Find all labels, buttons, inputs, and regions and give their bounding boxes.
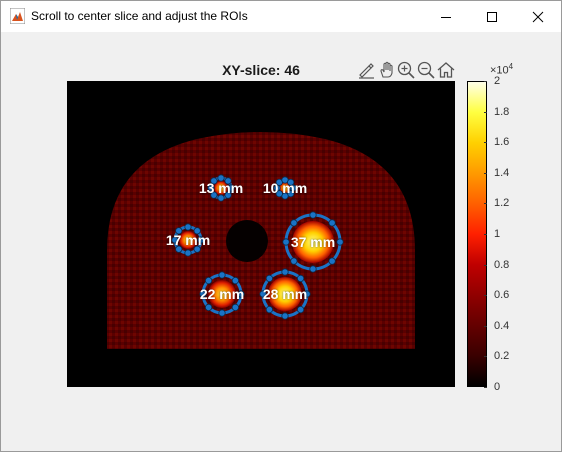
roi-resize-handle[interactable] xyxy=(281,312,289,320)
roi-label: 28 mm xyxy=(262,286,308,302)
colorbar-tick-label: 0.6 xyxy=(494,289,510,302)
roi-resize-handle[interactable] xyxy=(328,219,336,227)
colorbar-tick-label: 2 xyxy=(494,75,501,87)
roi-resize-handle[interactable] xyxy=(231,303,239,311)
roi-resize-handle[interactable] xyxy=(237,290,245,298)
roi-resize-handle[interactable] xyxy=(205,303,213,311)
hot-sphere xyxy=(292,221,334,263)
axes-title: XY-slice: 46 xyxy=(222,62,300,78)
colorbar-tick-mark xyxy=(484,387,487,388)
title-bar[interactable]: Scroll to center slice and adjust the RO… xyxy=(1,1,561,32)
roi-resize-handle[interactable] xyxy=(184,223,192,231)
roi-label: 13 mm xyxy=(198,180,244,196)
colorbar-tick-mark xyxy=(484,295,487,296)
roi-label: 10 mm xyxy=(262,180,308,196)
colorbar-tick-label: 1.6 xyxy=(494,136,510,149)
hot-sphere xyxy=(179,231,197,249)
roi-label: 17 mm xyxy=(165,232,211,248)
roi-resize-handle[interactable] xyxy=(193,227,201,235)
roi-resize-handle[interactable] xyxy=(281,268,289,276)
roi-resize-handle[interactable] xyxy=(224,191,232,199)
colorbar-exponent-power: 4 xyxy=(508,62,514,71)
colorbar-tick-label: 0.4 xyxy=(494,319,510,332)
roi-resize-handle[interactable] xyxy=(309,265,317,273)
roi-resize-handle[interactable] xyxy=(175,227,183,235)
roi-resize-handle[interactable] xyxy=(282,238,290,246)
hot-sphere xyxy=(279,182,291,194)
matlab-icon xyxy=(10,8,25,24)
roi-resize-handle[interactable] xyxy=(171,236,179,244)
roi-resize-handle[interactable] xyxy=(224,177,232,185)
roi-resize-handle[interactable] xyxy=(259,290,267,298)
colorbar-exponent: ×104 xyxy=(490,62,513,77)
colorbar-tick-label: 0.2 xyxy=(494,350,510,363)
colorbar-tick-mark xyxy=(484,173,487,174)
pan-hand-icon[interactable] xyxy=(377,60,397,80)
pet-image-slice[interactable] xyxy=(67,81,455,387)
maximize-button[interactable] xyxy=(469,1,515,32)
zoom-out-icon[interactable] xyxy=(416,60,436,80)
roi-resize-handle[interactable] xyxy=(231,277,239,285)
colorbar-tick-mark xyxy=(484,112,487,113)
roi-resize-handle[interactable] xyxy=(290,257,298,265)
colorbar-tick-label: 0.8 xyxy=(494,258,510,271)
roi-resize-handle[interactable] xyxy=(227,184,235,192)
roi-resize-handle[interactable] xyxy=(336,238,344,246)
roi-resize-handle[interactable] xyxy=(184,249,192,257)
roi-resize-handle[interactable] xyxy=(210,177,218,185)
roi-resize-handle[interactable] xyxy=(218,271,226,279)
colorbar-tick-mark xyxy=(484,234,487,235)
close-button[interactable] xyxy=(515,1,561,32)
roi-resize-handle[interactable] xyxy=(175,245,183,253)
roi-resize-handle[interactable] xyxy=(197,236,205,244)
colorbar-tick-mark xyxy=(484,326,487,327)
hot-sphere xyxy=(214,181,228,195)
roi-resize-handle[interactable] xyxy=(287,178,295,186)
roi-resize-handle[interactable] xyxy=(309,211,317,219)
minimize-icon xyxy=(441,16,451,18)
figure-area: XY-slice: 46 xyxy=(1,32,561,451)
roi-resize-handle[interactable] xyxy=(193,245,201,253)
roi-resize-handle[interactable] xyxy=(207,184,215,192)
colorbar-exponent-base: ×10 xyxy=(490,64,509,77)
roi-label: 22 mm xyxy=(199,286,245,302)
roi-resize-handle[interactable] xyxy=(297,274,305,282)
roi-resize-handle[interactable] xyxy=(218,309,226,317)
roi-resize-handle[interactable] xyxy=(217,174,225,182)
colorbar-tick-label: 1.4 xyxy=(494,166,510,179)
roi-resize-handle[interactable] xyxy=(199,290,207,298)
colorbar-tick-mark xyxy=(484,356,487,357)
minimize-button[interactable] xyxy=(423,1,469,32)
colorbar-tick-label: 1.2 xyxy=(494,197,510,210)
roi-resize-handle[interactable] xyxy=(290,219,298,227)
roi-resize-handle[interactable] xyxy=(297,306,305,314)
roi-resize-handle[interactable] xyxy=(303,290,311,298)
brush-edit-icon[interactable] xyxy=(357,60,377,80)
roi-resize-handle[interactable] xyxy=(328,257,336,265)
hot-sphere xyxy=(268,277,302,311)
roi-resize-handle[interactable] xyxy=(265,306,273,314)
colorbar-tick-label: 0 xyxy=(494,381,501,393)
roi-label: 37 mm xyxy=(290,234,336,250)
home-icon[interactable] xyxy=(436,60,456,80)
colorbar-tick-mark xyxy=(484,265,487,266)
maximize-icon xyxy=(487,11,497,22)
colorbar-tick-label: 1.8 xyxy=(494,105,510,118)
close-icon xyxy=(532,11,544,22)
colorbar-tick-mark xyxy=(484,203,487,204)
roi-resize-handle[interactable] xyxy=(210,191,218,199)
hot-sphere xyxy=(208,280,236,308)
zoom-in-icon[interactable] xyxy=(396,60,416,80)
colorbar-tick-label: 1 xyxy=(494,228,501,240)
colorbar-tick-mark xyxy=(484,81,487,82)
axes-toolbar xyxy=(355,60,455,82)
roi-resize-handle[interactable] xyxy=(265,274,273,282)
roi-resize-handle[interactable] xyxy=(205,277,213,285)
colorbar-tick-mark xyxy=(484,142,487,143)
window-title: Scroll to center slice and adjust the RO… xyxy=(31,9,248,23)
roi-resize-handle[interactable] xyxy=(217,194,225,202)
